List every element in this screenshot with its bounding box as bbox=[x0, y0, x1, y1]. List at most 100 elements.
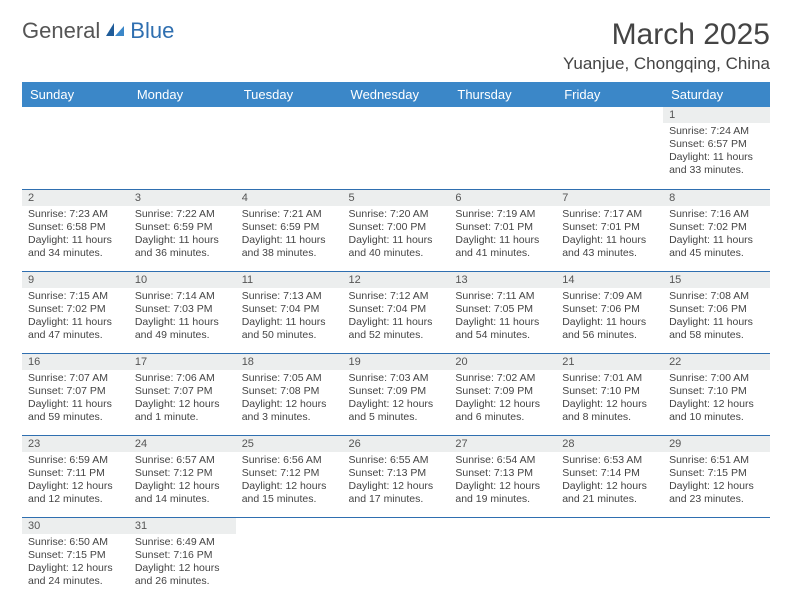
day-details: Sunrise: 7:06 AMSunset: 7:07 PMDaylight:… bbox=[129, 370, 236, 429]
sunrise-line: Sunrise: 7:01 AM bbox=[562, 372, 657, 385]
day-number: 22 bbox=[663, 354, 770, 370]
day-details: Sunrise: 7:09 AMSunset: 7:06 PMDaylight:… bbox=[556, 288, 663, 347]
calendar-cell bbox=[343, 107, 450, 189]
sunset-line: Sunset: 7:04 PM bbox=[349, 303, 444, 316]
day-number: 24 bbox=[129, 436, 236, 452]
day-number: 29 bbox=[663, 436, 770, 452]
sunset-line: Sunset: 7:10 PM bbox=[669, 385, 764, 398]
calendar-cell: 18Sunrise: 7:05 AMSunset: 7:08 PMDayligh… bbox=[236, 353, 343, 435]
day-details: Sunrise: 6:50 AMSunset: 7:15 PMDaylight:… bbox=[22, 534, 129, 593]
day-number: 31 bbox=[129, 518, 236, 534]
sunset-line: Sunset: 7:01 PM bbox=[455, 221, 550, 234]
calendar-cell: 16Sunrise: 7:07 AMSunset: 7:07 PMDayligh… bbox=[22, 353, 129, 435]
sunrise-line: Sunrise: 6:49 AM bbox=[135, 536, 230, 549]
day-number: 11 bbox=[236, 272, 343, 288]
sunset-line: Sunset: 7:06 PM bbox=[669, 303, 764, 316]
day-details: Sunrise: 7:21 AMSunset: 6:59 PMDaylight:… bbox=[236, 206, 343, 265]
daylight-line: Daylight: 11 hours and 40 minutes. bbox=[349, 234, 444, 260]
daylight-line: Daylight: 11 hours and 54 minutes. bbox=[455, 316, 550, 342]
day-number: 13 bbox=[449, 272, 556, 288]
day-details: Sunrise: 7:20 AMSunset: 7:00 PMDaylight:… bbox=[343, 206, 450, 265]
calendar-cell: 30Sunrise: 6:50 AMSunset: 7:15 PMDayligh… bbox=[22, 517, 129, 599]
day-details: Sunrise: 7:05 AMSunset: 7:08 PMDaylight:… bbox=[236, 370, 343, 429]
sunset-line: Sunset: 7:06 PM bbox=[562, 303, 657, 316]
sunrise-line: Sunrise: 7:21 AM bbox=[242, 208, 337, 221]
sunrise-line: Sunrise: 7:17 AM bbox=[562, 208, 657, 221]
sunset-line: Sunset: 6:59 PM bbox=[242, 221, 337, 234]
sunset-line: Sunset: 7:13 PM bbox=[349, 467, 444, 480]
sunset-line: Sunset: 7:07 PM bbox=[135, 385, 230, 398]
day-number: 16 bbox=[22, 354, 129, 370]
daylight-line: Daylight: 12 hours and 26 minutes. bbox=[135, 562, 230, 588]
calendar-cell: 22Sunrise: 7:00 AMSunset: 7:10 PMDayligh… bbox=[663, 353, 770, 435]
sunset-line: Sunset: 7:09 PM bbox=[349, 385, 444, 398]
calendar-cell: 4Sunrise: 7:21 AMSunset: 6:59 PMDaylight… bbox=[236, 189, 343, 271]
calendar-cell bbox=[449, 107, 556, 189]
calendar-cell bbox=[663, 517, 770, 599]
day-details: Sunrise: 7:13 AMSunset: 7:04 PMDaylight:… bbox=[236, 288, 343, 347]
calendar-cell: 2Sunrise: 7:23 AMSunset: 6:58 PMDaylight… bbox=[22, 189, 129, 271]
sunrise-line: Sunrise: 7:11 AM bbox=[455, 290, 550, 303]
weekday-header: Sunday bbox=[22, 82, 129, 107]
daylight-line: Daylight: 12 hours and 12 minutes. bbox=[28, 480, 123, 506]
sunrise-line: Sunrise: 6:51 AM bbox=[669, 454, 764, 467]
daylight-line: Daylight: 12 hours and 19 minutes. bbox=[455, 480, 550, 506]
calendar-header-row: SundayMondayTuesdayWednesdayThursdayFrid… bbox=[22, 82, 770, 107]
sunrise-line: Sunrise: 7:15 AM bbox=[28, 290, 123, 303]
calendar-cell: 26Sunrise: 6:55 AMSunset: 7:13 PMDayligh… bbox=[343, 435, 450, 517]
sunset-line: Sunset: 7:15 PM bbox=[669, 467, 764, 480]
day-details: Sunrise: 6:56 AMSunset: 7:12 PMDaylight:… bbox=[236, 452, 343, 511]
day-number: 1 bbox=[663, 107, 770, 123]
sunset-line: Sunset: 7:01 PM bbox=[562, 221, 657, 234]
calendar-cell: 23Sunrise: 6:59 AMSunset: 7:11 PMDayligh… bbox=[22, 435, 129, 517]
day-details: Sunrise: 6:53 AMSunset: 7:14 PMDaylight:… bbox=[556, 452, 663, 511]
day-number: 2 bbox=[22, 190, 129, 206]
weekday-header: Saturday bbox=[663, 82, 770, 107]
weekday-header: Friday bbox=[556, 82, 663, 107]
day-number: 9 bbox=[22, 272, 129, 288]
day-details: Sunrise: 6:59 AMSunset: 7:11 PMDaylight:… bbox=[22, 452, 129, 511]
daylight-line: Daylight: 11 hours and 41 minutes. bbox=[455, 234, 550, 260]
calendar-cell: 25Sunrise: 6:56 AMSunset: 7:12 PMDayligh… bbox=[236, 435, 343, 517]
sunrise-line: Sunrise: 7:12 AM bbox=[349, 290, 444, 303]
day-number: 8 bbox=[663, 190, 770, 206]
sunset-line: Sunset: 7:00 PM bbox=[349, 221, 444, 234]
daylight-line: Daylight: 11 hours and 59 minutes. bbox=[28, 398, 123, 424]
day-number: 20 bbox=[449, 354, 556, 370]
calendar-cell bbox=[556, 517, 663, 599]
calendar-cell bbox=[236, 517, 343, 599]
sunset-line: Sunset: 7:07 PM bbox=[28, 385, 123, 398]
daylight-line: Daylight: 12 hours and 5 minutes. bbox=[349, 398, 444, 424]
calendar-cell: 21Sunrise: 7:01 AMSunset: 7:10 PMDayligh… bbox=[556, 353, 663, 435]
sunset-line: Sunset: 7:08 PM bbox=[242, 385, 337, 398]
sunset-line: Sunset: 6:59 PM bbox=[135, 221, 230, 234]
day-number: 30 bbox=[22, 518, 129, 534]
calendar-cell: 15Sunrise: 7:08 AMSunset: 7:06 PMDayligh… bbox=[663, 271, 770, 353]
calendar-cell bbox=[129, 107, 236, 189]
sunset-line: Sunset: 7:10 PM bbox=[562, 385, 657, 398]
day-number: 10 bbox=[129, 272, 236, 288]
daylight-line: Daylight: 12 hours and 23 minutes. bbox=[669, 480, 764, 506]
day-number: 26 bbox=[343, 436, 450, 452]
calendar-cell bbox=[22, 107, 129, 189]
day-number: 18 bbox=[236, 354, 343, 370]
calendar-cell: 28Sunrise: 6:53 AMSunset: 7:14 PMDayligh… bbox=[556, 435, 663, 517]
daylight-line: Daylight: 12 hours and 10 minutes. bbox=[669, 398, 764, 424]
sunrise-line: Sunrise: 7:03 AM bbox=[349, 372, 444, 385]
day-details: Sunrise: 7:12 AMSunset: 7:04 PMDaylight:… bbox=[343, 288, 450, 347]
daylight-line: Daylight: 12 hours and 3 minutes. bbox=[242, 398, 337, 424]
sunrise-line: Sunrise: 6:55 AM bbox=[349, 454, 444, 467]
sunrise-line: Sunrise: 6:59 AM bbox=[28, 454, 123, 467]
sunrise-line: Sunrise: 6:54 AM bbox=[455, 454, 550, 467]
sunrise-line: Sunrise: 7:09 AM bbox=[562, 290, 657, 303]
day-details: Sunrise: 7:17 AMSunset: 7:01 PMDaylight:… bbox=[556, 206, 663, 265]
daylight-line: Daylight: 12 hours and 24 minutes. bbox=[28, 562, 123, 588]
sunrise-line: Sunrise: 6:56 AM bbox=[242, 454, 337, 467]
day-number: 14 bbox=[556, 272, 663, 288]
sunrise-line: Sunrise: 6:50 AM bbox=[28, 536, 123, 549]
daylight-line: Daylight: 11 hours and 52 minutes. bbox=[349, 316, 444, 342]
calendar-cell: 6Sunrise: 7:19 AMSunset: 7:01 PMDaylight… bbox=[449, 189, 556, 271]
daylight-line: Daylight: 11 hours and 50 minutes. bbox=[242, 316, 337, 342]
day-details: Sunrise: 7:03 AMSunset: 7:09 PMDaylight:… bbox=[343, 370, 450, 429]
weekday-header: Tuesday bbox=[236, 82, 343, 107]
